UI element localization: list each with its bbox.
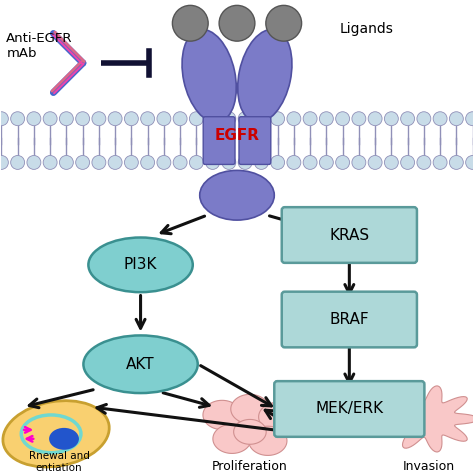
Circle shape [173,112,187,126]
FancyBboxPatch shape [239,117,271,164]
Text: PI3K: PI3K [124,257,157,273]
Circle shape [206,155,219,169]
Circle shape [141,155,155,169]
Circle shape [271,155,284,169]
Circle shape [0,155,9,169]
Ellipse shape [83,336,198,393]
Circle shape [141,112,155,126]
Circle shape [336,155,350,169]
Circle shape [287,112,301,126]
FancyBboxPatch shape [203,117,235,164]
Polygon shape [203,401,241,429]
Circle shape [190,155,203,169]
Circle shape [352,112,366,126]
Circle shape [352,155,366,169]
Ellipse shape [238,29,292,122]
Circle shape [336,112,350,126]
Circle shape [266,5,301,41]
Circle shape [465,112,474,126]
Text: AKT: AKT [126,357,155,372]
Polygon shape [249,426,287,456]
Polygon shape [259,402,297,431]
Circle shape [43,155,57,169]
Circle shape [465,155,474,169]
Circle shape [238,112,252,126]
Text: MEK/ERK: MEK/ERK [315,401,383,417]
Circle shape [303,112,317,126]
Circle shape [401,155,415,169]
Text: KRAS: KRAS [329,228,369,243]
Circle shape [255,112,268,126]
Circle shape [27,155,41,169]
Text: Anti-EGFR
mAb: Anti-EGFR mAb [6,32,73,60]
Circle shape [222,155,236,169]
Circle shape [92,112,106,126]
Circle shape [108,155,122,169]
Ellipse shape [88,237,193,292]
Ellipse shape [49,428,79,450]
Circle shape [157,155,171,169]
Circle shape [368,112,382,126]
Circle shape [43,112,57,126]
Circle shape [59,112,73,126]
Circle shape [449,112,463,126]
FancyBboxPatch shape [274,381,424,437]
Circle shape [157,112,171,126]
Circle shape [173,155,187,169]
Polygon shape [231,394,269,424]
Text: BRAF: BRAF [329,312,369,327]
Circle shape [92,155,106,169]
Circle shape [190,112,203,126]
Circle shape [11,155,25,169]
Circle shape [319,112,333,126]
Circle shape [11,112,25,126]
Circle shape [449,155,463,169]
Circle shape [368,155,382,169]
Polygon shape [383,386,474,452]
Circle shape [255,155,268,169]
Ellipse shape [200,170,274,220]
FancyBboxPatch shape [282,207,417,263]
Circle shape [417,155,431,169]
Circle shape [319,155,333,169]
Circle shape [219,5,255,41]
Circle shape [76,112,90,126]
Polygon shape [213,424,251,454]
FancyBboxPatch shape [282,292,417,347]
Circle shape [303,155,317,169]
Circle shape [124,112,138,126]
Circle shape [238,155,252,169]
Ellipse shape [182,29,236,122]
Circle shape [401,112,415,126]
Polygon shape [234,419,266,444]
Circle shape [108,112,122,126]
Text: EGFR: EGFR [215,128,259,143]
Circle shape [0,112,9,126]
Circle shape [271,112,284,126]
Circle shape [124,155,138,169]
Ellipse shape [3,401,109,467]
Circle shape [287,155,301,169]
Circle shape [222,112,236,126]
Circle shape [384,155,398,169]
Text: Proliferation: Proliferation [212,460,288,473]
Text: Ligands: Ligands [339,22,393,36]
Circle shape [76,155,90,169]
Text: Rnewal and
entiation: Rnewal and entiation [28,451,90,473]
Circle shape [417,112,431,126]
Circle shape [433,155,447,169]
Circle shape [27,112,41,126]
Circle shape [173,5,208,41]
Circle shape [384,112,398,126]
Text: Invasion: Invasion [403,460,455,473]
Circle shape [433,112,447,126]
Circle shape [206,112,219,126]
Circle shape [59,155,73,169]
